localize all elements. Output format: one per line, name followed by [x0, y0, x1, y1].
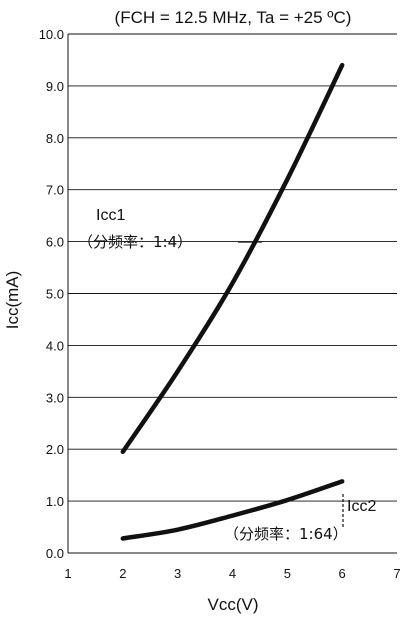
series-line-icc2 [120, 479, 345, 541]
y-tick-label: 1.0 [46, 494, 64, 509]
y-tick-label: 7.0 [46, 183, 64, 198]
grid-layer [67, 33, 397, 554]
icc1-ratio-label: （分频率：1:4） [78, 233, 192, 251]
x-tick-label: 3 [174, 566, 181, 581]
y-tick-label: 6.0 [46, 235, 64, 250]
y-tick-label: 8.0 [46, 131, 64, 146]
x-tick-label: 4 [229, 566, 236, 581]
x-tick-label: 1 [64, 566, 71, 581]
x-tick-label: 5 [284, 566, 291, 581]
y-tick-label: 5.0 [46, 287, 64, 302]
y-tick-label: 10.0 [39, 27, 64, 42]
x-tick-label: 2 [119, 566, 126, 581]
icc2-ratio-label: （分频率：1:64） [224, 525, 348, 543]
icc1-label: Icc1 [96, 207, 125, 224]
y-tick-label: 3.0 [46, 390, 64, 405]
x-tick-label: 6 [339, 566, 346, 581]
series-line-icc1 [120, 62, 345, 455]
y-tick-label: 2.0 [46, 442, 64, 457]
icc2-label: Icc2 [347, 498, 376, 515]
series-layer [120, 62, 345, 541]
y-tick-labels: 0.0 1.0 2.0 3.0 4.0 5.0 6.0 7.0 8.0 9.0 10.0 [39, 27, 64, 561]
y-tick-label: 4.0 [46, 338, 64, 353]
x-axis-label: Vcc(V) [208, 595, 259, 614]
y-tick-label: 9.0 [46, 79, 64, 94]
y-axis-label: Icc(mA) [3, 271, 22, 330]
icc2-annotation: Icc2 （分频率：1:64） [224, 494, 376, 543]
icc1-annotation: Icc1 （分频率：1:4） [78, 207, 262, 251]
y-tick-label: 0.0 [46, 546, 64, 561]
x-tick-labels: 1 2 3 4 5 6 7 [64, 566, 400, 581]
chart-title: (FCH = 12.5 MHz, Ta = +25 ºC) [115, 8, 352, 27]
x-tick-label: 7 [393, 566, 400, 581]
